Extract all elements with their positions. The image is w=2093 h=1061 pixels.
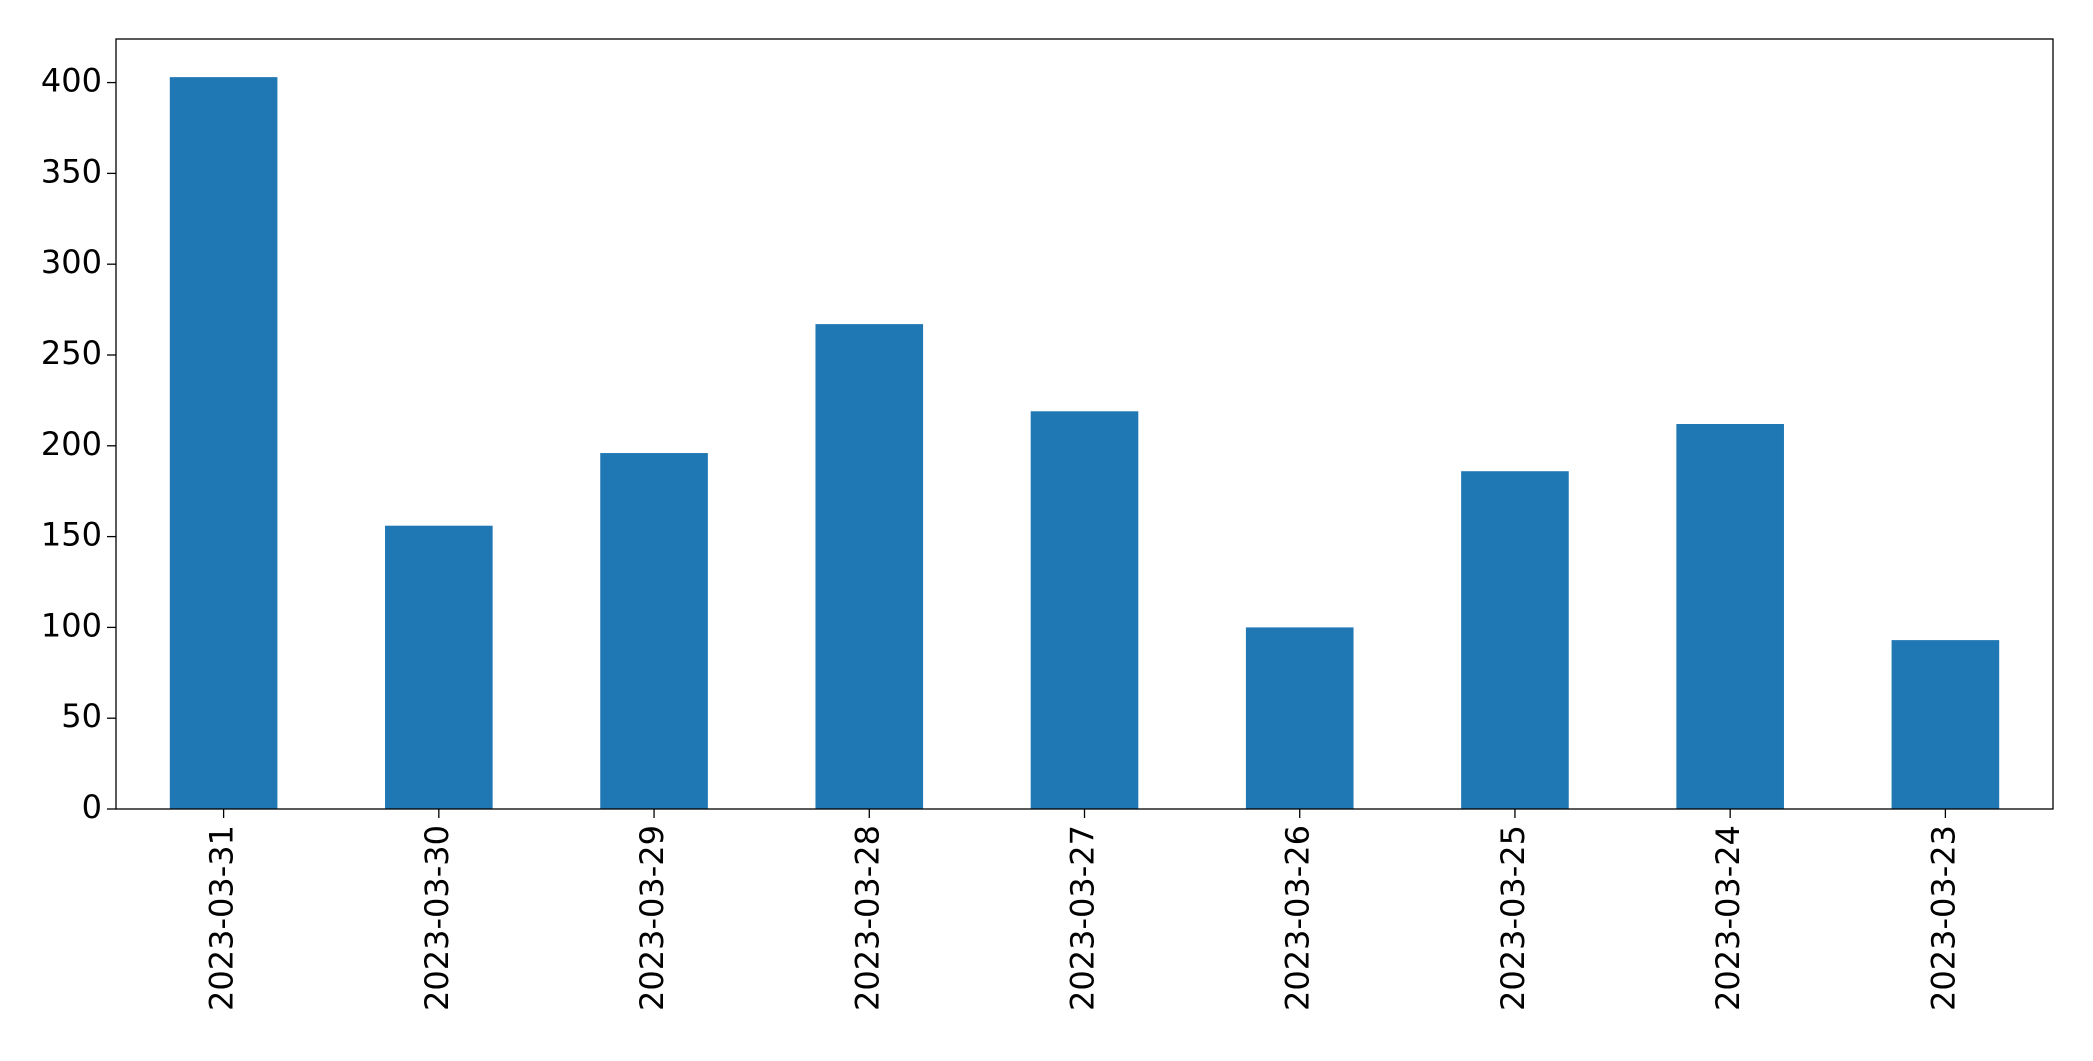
- x-tick-label: 2023-03-29: [633, 825, 671, 1011]
- bar: [169, 77, 278, 810]
- x-tick-label: 2023-03-31: [203, 825, 241, 1011]
- x-tick-label: 2023-03-28: [848, 825, 886, 1011]
- y-tick-label: 150: [41, 516, 102, 554]
- y-tick-label: 0: [82, 788, 102, 826]
- x-tick-label: 2023-03-26: [1279, 825, 1317, 1011]
- plot-frame: [115, 38, 2054, 810]
- bar: [600, 453, 708, 809]
- y-tick-label: 200: [41, 425, 102, 463]
- x-tick-label: 2023-03-23: [1924, 825, 1962, 1011]
- y-tick-label: 300: [41, 243, 102, 281]
- bar: [1030, 411, 1139, 809]
- bar: [385, 525, 493, 809]
- y-tick-label: 100: [41, 606, 102, 644]
- bar: [1891, 640, 2000, 809]
- bar: [815, 324, 924, 809]
- y-tick-label: 350: [41, 152, 102, 190]
- y-tick-label: 250: [41, 334, 102, 372]
- y-tick-label: 50: [61, 697, 102, 735]
- x-tick-label: 2023-03-30: [418, 825, 456, 1011]
- bar: [1245, 627, 1354, 809]
- x-tick-label: 2023-03-24: [1709, 825, 1747, 1011]
- x-tick-label: 2023-03-25: [1494, 825, 1532, 1011]
- y-tick-label: 400: [41, 62, 102, 100]
- x-tick-label: 2023-03-27: [1064, 825, 1102, 1011]
- bar: [1461, 471, 1569, 809]
- bar: [1676, 424, 1784, 809]
